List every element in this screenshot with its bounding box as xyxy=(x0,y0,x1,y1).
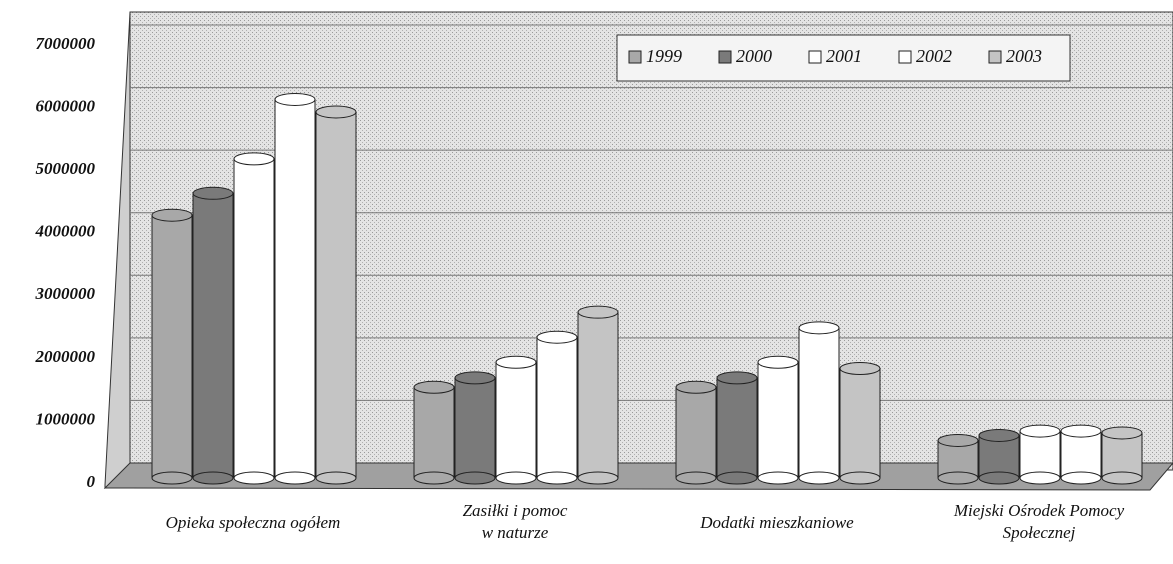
cylinder-base xyxy=(1019,471,1061,485)
cylinder-top xyxy=(454,371,496,385)
bar xyxy=(495,361,537,479)
cylinder-base xyxy=(716,471,758,485)
cylinder-top xyxy=(1060,424,1102,438)
cylinder-base xyxy=(937,471,979,485)
bar xyxy=(454,377,496,479)
y-tick-label: 2000000 xyxy=(35,347,96,366)
bar xyxy=(1060,430,1102,479)
floor xyxy=(103,462,1173,491)
cylinder-base xyxy=(233,471,275,485)
cylinder-base xyxy=(1101,471,1143,485)
x-tick-label-line: Społecznej xyxy=(1003,523,1076,542)
cylinder-top xyxy=(315,105,357,119)
bar xyxy=(192,192,234,479)
bar xyxy=(757,361,799,479)
bar xyxy=(151,214,193,479)
x-tick-label: Zasiłki i pomoc w naturze xyxy=(463,501,568,542)
bar xyxy=(536,336,578,479)
cylinder-base xyxy=(151,471,193,485)
legend-swatch xyxy=(988,50,1002,64)
cylinder-base xyxy=(274,471,316,485)
bar xyxy=(315,111,357,479)
bar xyxy=(577,311,619,479)
cylinder-top xyxy=(1101,426,1143,440)
y-tick-label: 5000000 xyxy=(36,159,96,178)
bar xyxy=(798,327,840,479)
x-tick-label-line: Dodatki mieszkaniowe xyxy=(699,513,854,532)
cylinder-base xyxy=(839,471,881,485)
cylinder-base xyxy=(757,471,799,485)
cylinder-base xyxy=(192,471,234,485)
y-tick-label: 4000000 xyxy=(35,222,96,241)
x-tick-label-line: Zasiłki i pomoc xyxy=(463,501,568,520)
x-tick-label-line: Opieka społeczna ogółem xyxy=(166,513,341,532)
cylinder-top xyxy=(274,92,316,106)
cylinder-base xyxy=(454,471,496,485)
cylinder-top xyxy=(192,186,234,200)
legend-swatch xyxy=(808,50,822,64)
bar xyxy=(839,368,881,479)
x-tick-label: Dodatki mieszkaniowe xyxy=(699,513,854,532)
cylinder-top xyxy=(757,355,799,369)
cylinder-top xyxy=(413,380,455,394)
cylinder-top xyxy=(1019,424,1061,438)
y-tick-label: 1000000 xyxy=(36,409,96,428)
cylinder-top xyxy=(151,208,193,222)
bar xyxy=(675,386,717,479)
bar xyxy=(274,98,316,479)
cylinder-top xyxy=(495,355,537,369)
legend-label: 2001 xyxy=(826,46,862,66)
legend-label: 1999 xyxy=(646,46,682,66)
y-tick-label: 3000000 xyxy=(35,284,96,303)
cylinder-base xyxy=(413,471,455,485)
legend-label: 2002 xyxy=(916,46,952,66)
y-tick-label: 7000000 xyxy=(36,34,96,53)
legend-label: 2003 xyxy=(1006,46,1042,66)
x-tick-label-line: Miejski Ośrodek Pomocy xyxy=(953,501,1125,520)
bar xyxy=(413,386,455,479)
cylinder-top xyxy=(577,305,619,319)
cylinder-base xyxy=(798,471,840,485)
legend-swatch xyxy=(718,50,732,64)
x-tick-label: Opieka społeczna ogółem xyxy=(166,513,341,532)
legend-swatch xyxy=(628,50,642,64)
cylinder-base xyxy=(675,471,717,485)
cylinder-top xyxy=(233,152,275,166)
cylinder-top xyxy=(839,362,881,375)
bar xyxy=(716,377,758,479)
cylinder-base xyxy=(536,471,578,485)
legend-swatch xyxy=(898,50,912,64)
cylinder-top xyxy=(716,371,758,385)
y-tick-label: 0 xyxy=(87,472,96,491)
bar xyxy=(1101,432,1143,479)
cylinder-top xyxy=(978,428,1020,442)
cylinder-base xyxy=(1060,471,1102,485)
cylinder-top xyxy=(536,330,578,344)
cylinder-top xyxy=(675,380,717,394)
cylinder-top xyxy=(798,321,840,335)
bar xyxy=(233,158,275,479)
cylinder-top xyxy=(937,433,979,447)
y-tick-label: 6000000 xyxy=(36,96,96,115)
cylinder-base xyxy=(495,471,537,485)
cylinder-base xyxy=(978,471,1020,485)
cylinder-base xyxy=(315,471,357,485)
side-wall xyxy=(104,11,131,489)
legend-label: 2000 xyxy=(736,46,772,66)
cylinder-base xyxy=(577,471,619,485)
x-tick-label: Miejski Ośrodek Pomocy Społecznej xyxy=(953,501,1125,542)
x-tick-label-line: w naturze xyxy=(482,523,549,542)
bar xyxy=(1019,430,1061,479)
